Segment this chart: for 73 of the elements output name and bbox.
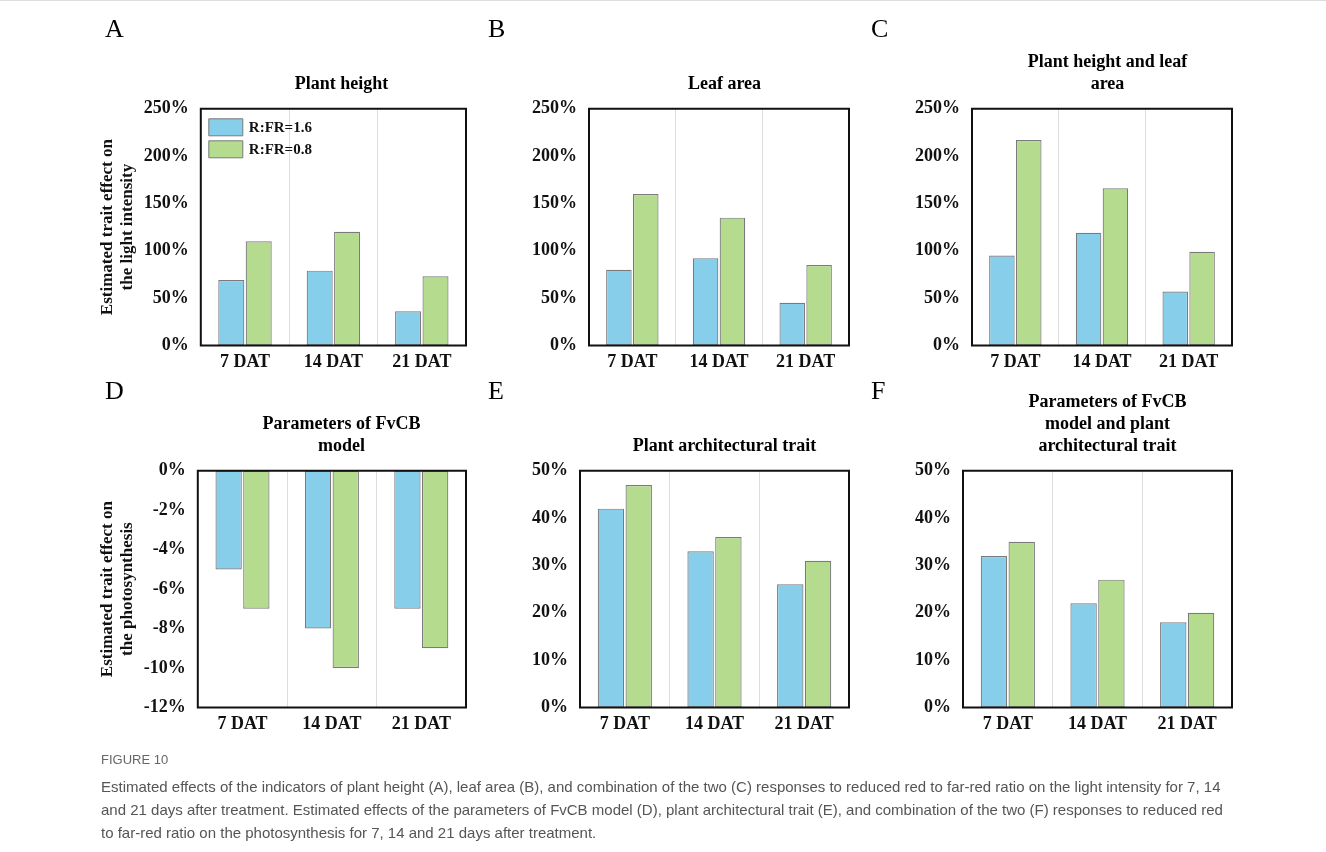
- y-tick-label: 0%: [933, 334, 960, 355]
- y-tick-label: -2%: [152, 498, 186, 519]
- x-tick-label: 21 DAT: [776, 350, 836, 371]
- x-tick-label: 7 DAT: [990, 350, 1041, 371]
- caption: FIGURE 10: [101, 751, 170, 769]
- y-tick-label: -6%: [152, 577, 186, 598]
- x-tick-label: 7 DAT: [217, 712, 268, 733]
- y-tick-label: -12%: [143, 696, 186, 717]
- y-tick-label: 20%: [915, 601, 951, 622]
- text: D: [104, 375, 125, 407]
- y-tick-label: 200%: [915, 144, 960, 165]
- chart-title: Leaf area: [686, 72, 763, 94]
- y-tick-label: 50%: [152, 286, 189, 307]
- y-tick-label: 30%: [915, 554, 951, 575]
- y-tick-label: 250%: [143, 97, 189, 118]
- y-tick-label: 50%: [541, 286, 577, 307]
- x-tick-label: 21 DAT: [1159, 350, 1219, 371]
- y-axis-title: Estimated trait effect on the photosynthesis: [96, 500, 136, 678]
- x-tick-label: 14 DAT: [1067, 712, 1128, 733]
- y-tick-label: 250%: [532, 97, 577, 118]
- y-tick-label: 30%: [532, 554, 568, 575]
- y-tick-label: 0%: [158, 459, 186, 480]
- x-tick-label: 7 DAT: [219, 350, 271, 371]
- y-tick-label: 100%: [143, 239, 189, 260]
- y-tick-label: 40%: [532, 506, 568, 527]
- text: C: [870, 13, 890, 45]
- y-tick-label: 50%: [924, 286, 960, 307]
- text: F: [871, 376, 886, 405]
- y-tick-label: 40%: [915, 506, 951, 527]
- x-tick-label: 14 DAT: [302, 712, 362, 733]
- chart-title: Plant height: [293, 72, 390, 94]
- chart-title: Plant architectural trait: [631, 434, 818, 456]
- y-tick-label: 200%: [532, 144, 577, 165]
- x-tick-label: 21 DAT: [391, 712, 451, 733]
- y-tick-label: 50%: [915, 459, 951, 480]
- text: E: [487, 375, 505, 407]
- y-tick-label: 0%: [924, 696, 951, 717]
- legend-label: R:FR=0.8: [248, 140, 312, 157]
- x-tick-label: 14 DAT: [689, 350, 749, 371]
- x-tick-label: 14 DAT: [303, 350, 363, 371]
- y-tick-label: 150%: [915, 192, 960, 213]
- y-tick-label: 10%: [532, 648, 568, 669]
- y-tick-label: 50%: [532, 459, 568, 480]
- legend-label: R:FR=1.6: [248, 118, 313, 135]
- x-tick-label: 7 DAT: [599, 712, 650, 733]
- x-tick-label: 14 DAT: [684, 712, 745, 733]
- text: Estimated effects of the indicators of plant height (A), leaf area (B), and combination of the two (C) responses to reduced red to far-red ratio on the light intensity for 7, 14 and 21 days after treatment. Estimated effects of the parameters of FvCB model (D), plant architectural trait (E), and combination of the two (F) responses to reduced red to far-red ratio on the photosynthesis for 7, 14 and 21 days after treatment.: [101, 777, 1224, 843]
- text: A: [104, 13, 125, 45]
- y-tick-label: 10%: [915, 648, 951, 669]
- chart-title: Parameters of FvCB model: [261, 412, 422, 456]
- x-tick-label: 14 DAT: [1072, 350, 1132, 371]
- y-axis-title: Estimated trait effect on the light intensity: [96, 138, 136, 316]
- y-tick-label: 20%: [532, 601, 568, 622]
- x-tick-label: 7 DAT: [982, 712, 1033, 733]
- y-tick-label: 0%: [541, 696, 568, 717]
- y-tick-label: -10%: [143, 656, 186, 677]
- y-tick-label: 150%: [532, 192, 577, 213]
- y-tick-label: 0%: [550, 334, 577, 355]
- chart-title: Plant height and leaf area: [1026, 50, 1189, 94]
- y-tick-label: 250%: [915, 97, 960, 118]
- y-tick-label: 150%: [143, 192, 189, 213]
- x-tick-label: 21 DAT: [392, 350, 452, 371]
- y-tick-label: 100%: [915, 239, 960, 260]
- text: B: [487, 13, 507, 45]
- x-tick-label: 7 DAT: [607, 350, 658, 371]
- x-tick-label: 21 DAT: [1157, 712, 1217, 733]
- y-tick-label: 200%: [143, 144, 189, 165]
- y-tick-label: -4%: [152, 538, 186, 559]
- chart-title: Parameters of FvCB model and plant architectural trait: [1027, 391, 1188, 456]
- x-tick-label: 21 DAT: [774, 712, 834, 733]
- y-tick-label: 100%: [532, 239, 577, 260]
- y-tick-label: -8%: [152, 617, 186, 638]
- y-tick-label: 0%: [161, 334, 189, 355]
